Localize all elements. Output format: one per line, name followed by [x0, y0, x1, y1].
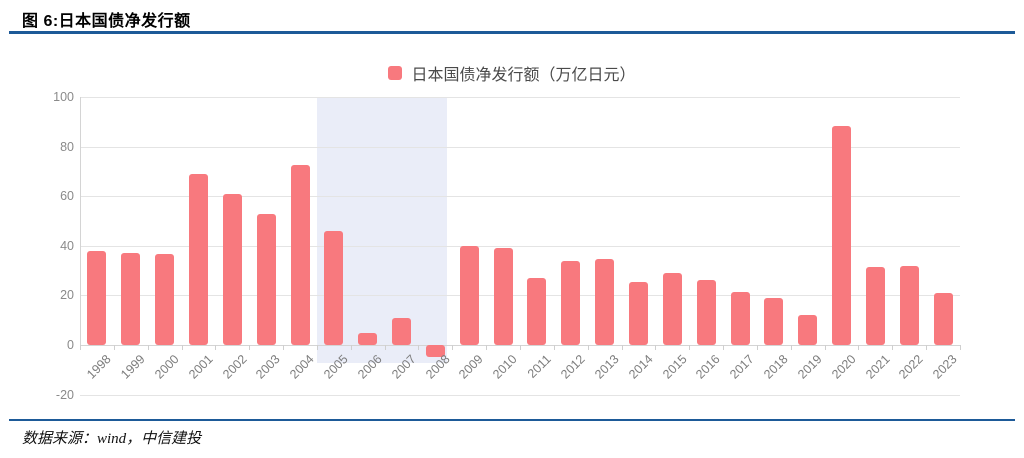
y-axis-label: 20 [60, 288, 74, 303]
axis-tick [553, 344, 555, 350]
bar [188, 173, 208, 345]
axis-tick [723, 344, 725, 350]
axis-tick [147, 344, 149, 350]
x-axis-label: 2011 [524, 352, 554, 381]
x-axis-label: 2002 [219, 352, 250, 382]
bar [493, 248, 513, 345]
axis-tick [384, 344, 386, 350]
gridline [80, 295, 960, 297]
axis-tick [283, 344, 285, 350]
legend-label: 日本国债净发行额（万亿日元） [411, 67, 636, 84]
gridline [80, 146, 960, 148]
axis-tick [249, 344, 251, 350]
gridline [80, 394, 960, 396]
axis-tick [587, 344, 589, 350]
bar [933, 292, 953, 345]
axis-tick [350, 344, 352, 350]
bar [696, 280, 716, 345]
x-axis-label: 2018 [761, 352, 791, 382]
x-axis-label: 2021 [862, 352, 893, 382]
y-axis-label: 60 [60, 189, 74, 204]
header-rule [9, 31, 1015, 34]
y-axis-label: 40 [60, 238, 74, 253]
x-axis-label: 2022 [896, 352, 927, 382]
gridline [80, 196, 960, 198]
axis-tick [215, 344, 217, 350]
y-axis-label: 80 [60, 139, 74, 154]
x-axis-label: 2003 [253, 352, 284, 382]
bar [290, 165, 310, 345]
y-axis-line [80, 97, 81, 350]
figure-title: 图 6:日本国债净发行额 [22, 13, 191, 30]
x-axis-label: 2010 [490, 352, 520, 382]
y-axis-label: 0 [67, 337, 74, 352]
axis-tick [181, 344, 183, 350]
axis-tick [316, 344, 318, 350]
axis-tick [621, 344, 623, 350]
bar [324, 230, 344, 345]
x-axis-label: 2016 [693, 352, 724, 382]
x-axis-label: 1998 [84, 352, 114, 382]
axis-tick [655, 344, 657, 350]
x-axis-label: 2019 [795, 352, 825, 382]
bar [730, 291, 750, 345]
bar [832, 125, 852, 345]
bar [561, 260, 581, 345]
axis-tick [858, 344, 860, 350]
axis-tick [824, 344, 826, 350]
axis-tick [80, 344, 81, 350]
x-axis-label: 1999 [118, 352, 148, 382]
x-axis-label: 2017 [727, 352, 757, 382]
bar [459, 245, 479, 345]
chart-legend: 日本国债净发行额（万亿日元） [0, 61, 1024, 85]
axis-tick [452, 344, 454, 350]
bar [222, 193, 242, 345]
x-axis-label: 2004 [287, 352, 317, 382]
bar [865, 266, 885, 345]
bar [256, 213, 276, 345]
bar [764, 297, 784, 345]
data-source: 数据来源：wind，中信建投 [22, 431, 202, 447]
axis-tick [926, 344, 928, 350]
x-axis-label: 2013 [591, 352, 622, 382]
axis-tick [520, 344, 521, 350]
bar [662, 273, 682, 345]
bar [358, 332, 378, 345]
x-axis-label: 2001 [185, 352, 216, 382]
axis-tick [418, 344, 420, 350]
axis-tick [689, 344, 691, 350]
y-axis-label: 100 [53, 90, 74, 104]
x-axis-label: 2023 [930, 352, 960, 382]
x-axis-label: 2020 [828, 352, 859, 382]
y-axis-label: -20 [55, 387, 74, 402]
gridline [80, 245, 960, 247]
bar [798, 315, 818, 345]
x-axis-label: 2009 [456, 352, 487, 382]
axis-tick [790, 344, 792, 350]
axis-tick [960, 344, 961, 350]
bar [899, 265, 919, 345]
axis-tick [113, 344, 115, 350]
bar [628, 281, 648, 345]
axis-tick [486, 344, 488, 350]
footer-rule [9, 419, 1015, 421]
gridline [80, 97, 960, 98]
bar [425, 344, 445, 358]
legend-marker [388, 66, 403, 80]
bar [121, 253, 141, 345]
x-axis-label: 2012 [558, 352, 588, 382]
bar [87, 250, 107, 345]
x-axis-label: 2000 [151, 352, 182, 382]
bar [392, 317, 412, 345]
axis-tick [892, 344, 894, 350]
bar [155, 254, 175, 345]
axis-tick [756, 344, 758, 350]
bar [595, 259, 615, 345]
x-axis-label: 2014 [625, 352, 656, 382]
bar [527, 277, 547, 345]
x-axis-label: 2015 [659, 352, 690, 382]
